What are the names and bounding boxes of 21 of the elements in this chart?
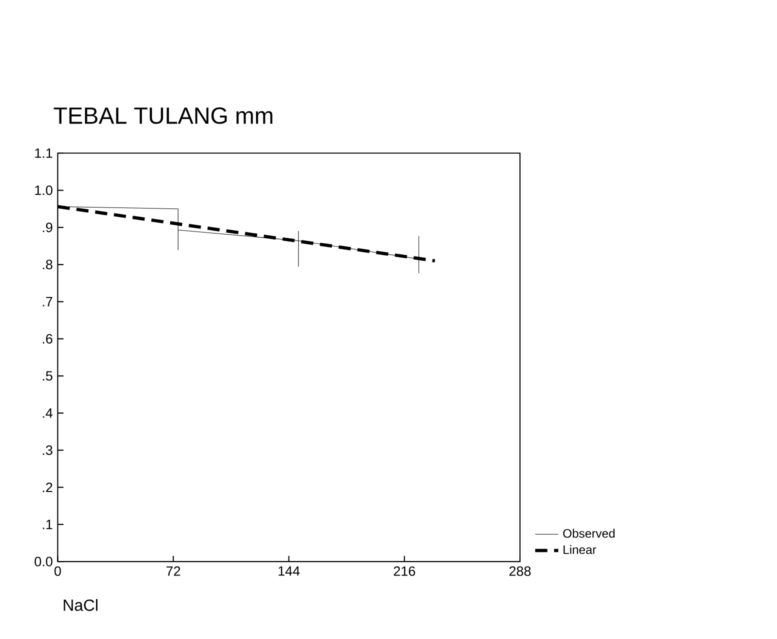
y-tick-label: .9 [42, 222, 52, 232]
x-tick-label: 144 [278, 566, 300, 576]
y-tick-label: 1.1 [35, 148, 52, 158]
y-tick-label: 1.0 [35, 186, 52, 196]
y-tick-label: .4 [42, 408, 53, 418]
y-tick-label: .5 [42, 371, 52, 381]
legend-label: Linear [564, 545, 596, 554]
x-tick-label: 0 [54, 566, 61, 576]
y-tick-label: .6 [42, 334, 52, 344]
y-tick-label: .7 [42, 297, 52, 307]
y-tick-label: .3 [42, 446, 52, 456]
y-tick-label: 0.0 [34, 557, 52, 567]
legend-label: Observed [563, 529, 615, 538]
y-tick-label: .2 [42, 482, 52, 492]
x-tick-label: 216 [394, 566, 416, 576]
y-tick-label: .8 [42, 260, 52, 270]
x-axis-title: NaCl [64, 599, 98, 612]
x-tick-label: 288 [509, 566, 531, 576]
x-tick-label: 72 [166, 566, 180, 576]
chart-title: TEBAL TULANG mm [54, 108, 272, 124]
y-tick-label: .1 [42, 520, 52, 530]
